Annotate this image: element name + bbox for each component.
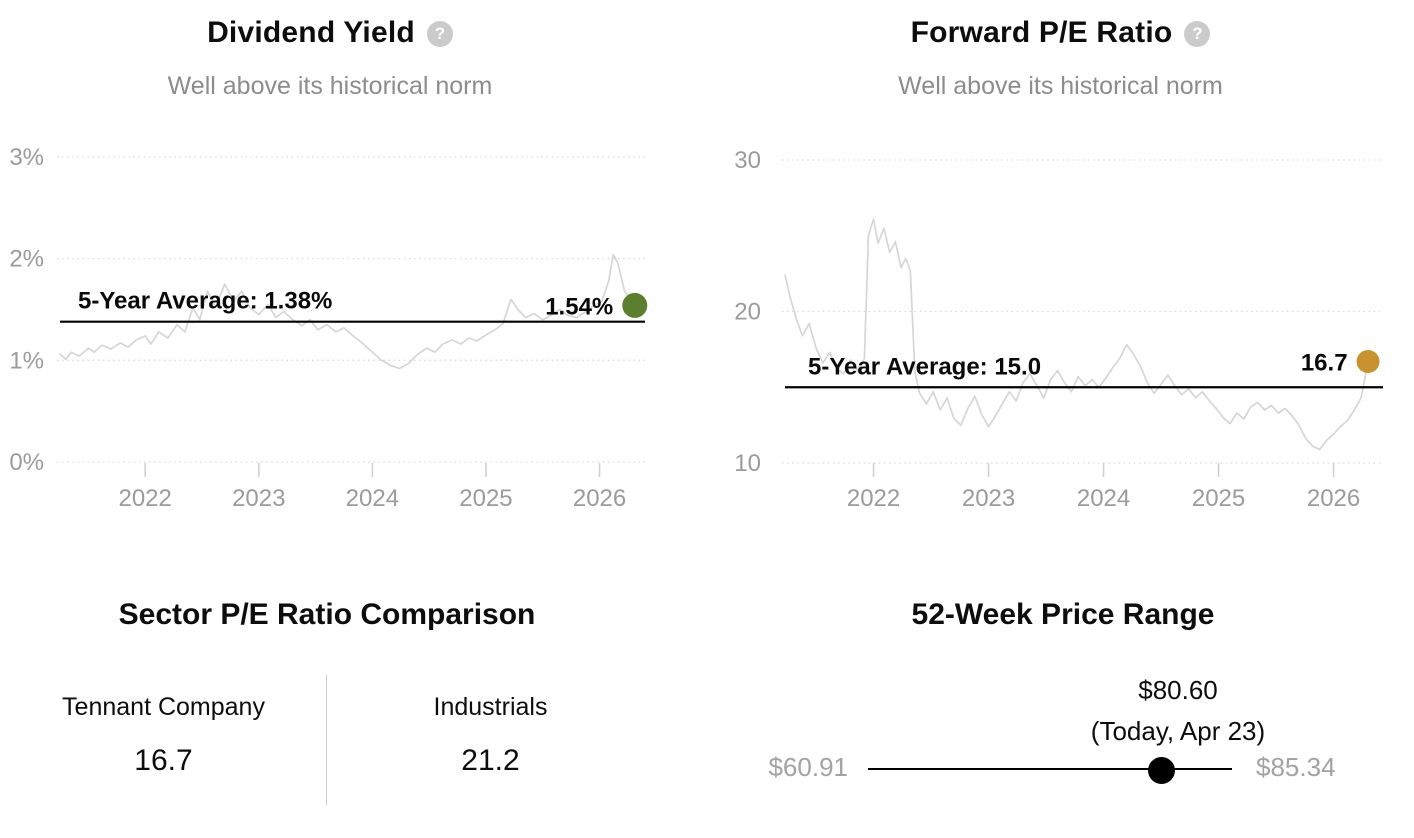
current-value-label: 1.54% xyxy=(545,293,613,320)
company-name-label: Tennant Company xyxy=(62,693,265,721)
help-icon[interactable]: ? xyxy=(1184,21,1211,47)
x-axis-label: 2025 xyxy=(459,485,512,512)
x-axis-label: 2022 xyxy=(847,485,900,512)
help-icon[interactable]: ? xyxy=(426,21,453,47)
y-axis-label: 3% xyxy=(9,144,44,171)
average-label: 5-Year Average: 1.38% xyxy=(78,288,332,315)
y-axis-label: 0% xyxy=(9,449,44,476)
y-axis-label: 30 xyxy=(734,147,761,174)
dividend-yield-title: Dividend Yield xyxy=(207,16,415,49)
vertical-divider xyxy=(326,675,327,805)
forward-pe-chart: 30 20 10 2022 2023 2024 2025 2026 5-Year Average… xyxy=(734,147,1383,512)
company-pe-column: Tennant Company 16.7 xyxy=(0,675,327,805)
x-axis-label: 2024 xyxy=(1077,485,1130,512)
sector-pe-value: 21.2 xyxy=(461,744,520,777)
price-range-track xyxy=(868,768,1232,770)
x-axis-label: 2022 xyxy=(118,485,171,512)
x-axis-label: 2026 xyxy=(573,485,626,512)
x-axis-label: 2023 xyxy=(232,485,285,512)
average-label: 5-Year Average: 15.0 xyxy=(808,353,1041,380)
company-pe-value: 16.7 xyxy=(134,744,193,777)
history-line xyxy=(784,218,1369,451)
current-value-dot xyxy=(622,292,648,318)
x-axis-label: 2023 xyxy=(962,485,1015,512)
price-high-label: $85.34 xyxy=(1256,752,1336,782)
x-axis-label: 2026 xyxy=(1307,485,1360,512)
x-axis-label: 2025 xyxy=(1192,485,1245,512)
forward-pe-subtitle: Well above its historical norm xyxy=(898,72,1223,100)
dividend-yield-header: Dividend Yield ? xyxy=(0,16,660,50)
price-range-panel: 52-Week Price Range $80.60 (Today, Apr 2… xyxy=(707,560,1414,838)
sector-pe-comparison-panel: Sector P/E Ratio Comparison Tennant Comp… xyxy=(0,560,707,838)
history-line xyxy=(59,253,636,370)
forward-pe-panel: 30 20 10 2022 2023 2024 2025 2026 5-Year Average… xyxy=(707,0,1414,560)
current-value-label: 16.7 xyxy=(1301,349,1348,376)
dividend-yield-panel: 3% 2% 1% 0% 2022 2023 2024 2025 2026 5-Year Avera… xyxy=(0,0,707,560)
y-axis-label: 20 xyxy=(734,299,761,326)
forward-pe-header: Forward P/E Ratio ? xyxy=(707,16,1414,50)
sector-name-label: Industrials xyxy=(433,693,548,721)
dividend-yield-subtitle: Well above its historical norm xyxy=(167,72,493,100)
x-axis-label: 2024 xyxy=(346,485,399,512)
sector-comparison-row: Tennant Company 16.7 Industrials 21.2 xyxy=(0,675,654,805)
price-marker xyxy=(1147,757,1175,784)
current-price-date: (Today, Apr 23) xyxy=(1090,716,1266,746)
sector-comparison-title: Sector P/E Ratio Comparison xyxy=(118,598,536,631)
price-low-label: $60.91 xyxy=(768,752,848,782)
price-range-title: 52-Week Price Range xyxy=(911,598,1215,631)
current-value-dot xyxy=(1356,349,1380,373)
sector-pe-column: Industrials 21.2 xyxy=(327,675,654,805)
current-price-label: $80.60 xyxy=(1138,675,1218,705)
forward-pe-title: Forward P/E Ratio xyxy=(910,16,1173,49)
dividend-yield-chart: 3% 2% 1% 0% 2022 2023 2024 2025 2026 5-Year Avera… xyxy=(9,144,648,512)
y-axis-label: 10 xyxy=(734,450,761,477)
y-axis-label: 2% xyxy=(9,246,44,273)
y-axis-label: 1% xyxy=(9,347,44,374)
